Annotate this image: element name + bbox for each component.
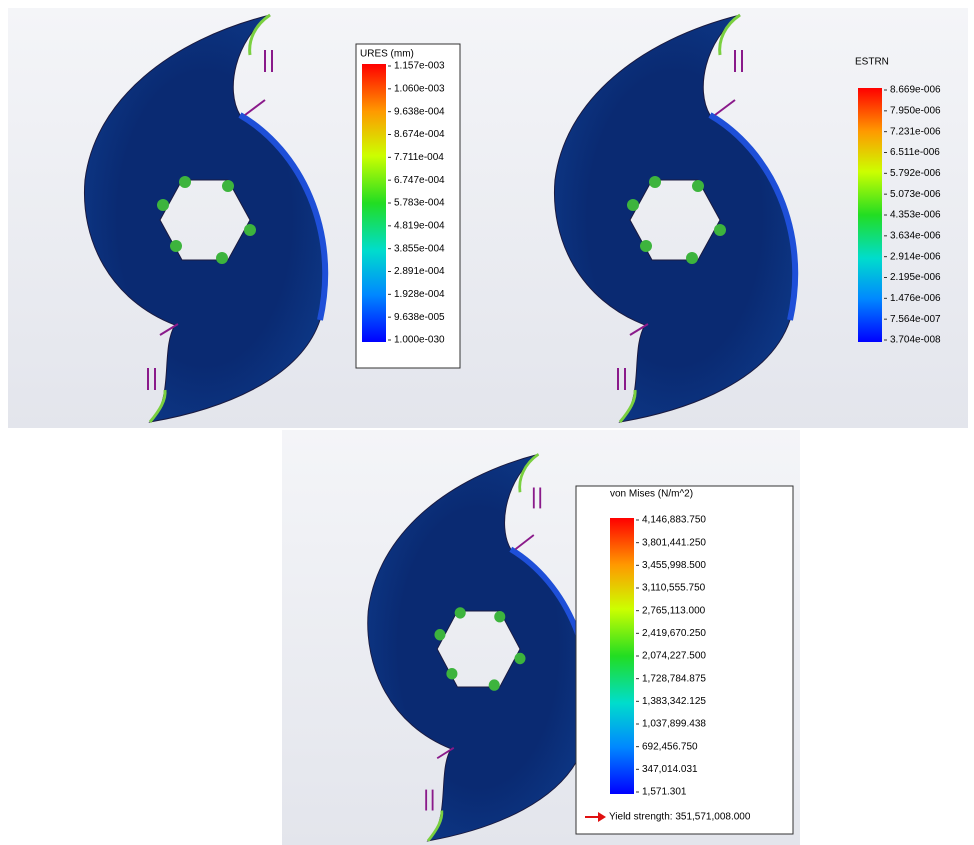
- color-bar: [858, 88, 882, 342]
- legend-label: 1.060e-003: [394, 83, 445, 94]
- legend-label: 3.855e-004: [394, 243, 445, 254]
- legend-label: 4,146,883.750: [642, 515, 706, 526]
- legend-label: 6.747e-004: [394, 175, 445, 186]
- legend-label: 5.783e-004: [394, 198, 445, 209]
- legend-label: 7.711e-004: [394, 152, 444, 163]
- legend-title: URES (mm): [360, 49, 414, 60]
- screenshot: URES (mm)1.157e-003 1.060e-003 9.638e-004 8…: [0, 0, 974, 845]
- legend-label: 7.950e-006: [890, 105, 941, 116]
- legend-label: 3.634e-006: [890, 230, 941, 241]
- legend-label: 2,074,227.500: [642, 651, 706, 662]
- legend-label: 4.819e-004: [394, 220, 445, 231]
- legend-label: 1.476e-006: [890, 293, 941, 304]
- legend-label: 2.914e-006: [890, 251, 941, 262]
- legend-label: 7.231e-006: [890, 126, 941, 137]
- legend-label: 3,455,998.500: [642, 560, 706, 571]
- legend-title: von Mises (N/m^2): [610, 489, 693, 500]
- yield-label: Yield strength: 351,571,008.000: [609, 812, 751, 823]
- legend-label: 1,728,784.875: [642, 673, 706, 684]
- legend-label: 9.638e-005: [394, 312, 445, 323]
- legend-label: 1,571.301: [642, 787, 687, 798]
- legend-label: 1.157e-003: [394, 61, 445, 72]
- legend-label: 9.638e-004: [394, 106, 445, 117]
- page: URES (mm)1.157e-003 1.060e-003 9.638e-004 8…: [0, 0, 974, 845]
- legend-label: 2.891e-004: [394, 266, 445, 277]
- legend-label: 2,419,670.250: [642, 628, 706, 639]
- legend-title: ESTRN: [855, 57, 889, 68]
- legend-label: 8.674e-004: [394, 129, 445, 140]
- legend-label: 3.704e-008: [890, 335, 941, 346]
- legend-label: 692,456.750: [642, 741, 698, 752]
- legend-label: 1,383,342.125: [642, 696, 706, 707]
- legend-label: 1.000e-030: [394, 335, 445, 346]
- legend-label: 7.564e-007: [890, 314, 941, 325]
- legend-label: 3,110,555.750: [642, 583, 706, 594]
- legend-label: 2,765,113.000: [642, 605, 706, 616]
- legend-label: 1.928e-004: [394, 289, 445, 300]
- legend-label: 8.669e-006: [890, 85, 941, 96]
- color-bar: [362, 64, 386, 342]
- legend-label: 5.792e-006: [890, 168, 941, 179]
- legend-label: 6.511e-006: [890, 147, 940, 158]
- legend-label: 2.195e-006: [890, 272, 941, 283]
- legend-label: 3,801,441.250: [642, 537, 706, 548]
- color-bar: [610, 518, 634, 794]
- legend-label: 347,014.031: [642, 764, 698, 775]
- legend-label: 1,037,899.438: [642, 719, 706, 730]
- legend-label: 5.073e-006: [890, 189, 941, 200]
- legend-label: 4.353e-006: [890, 210, 941, 221]
